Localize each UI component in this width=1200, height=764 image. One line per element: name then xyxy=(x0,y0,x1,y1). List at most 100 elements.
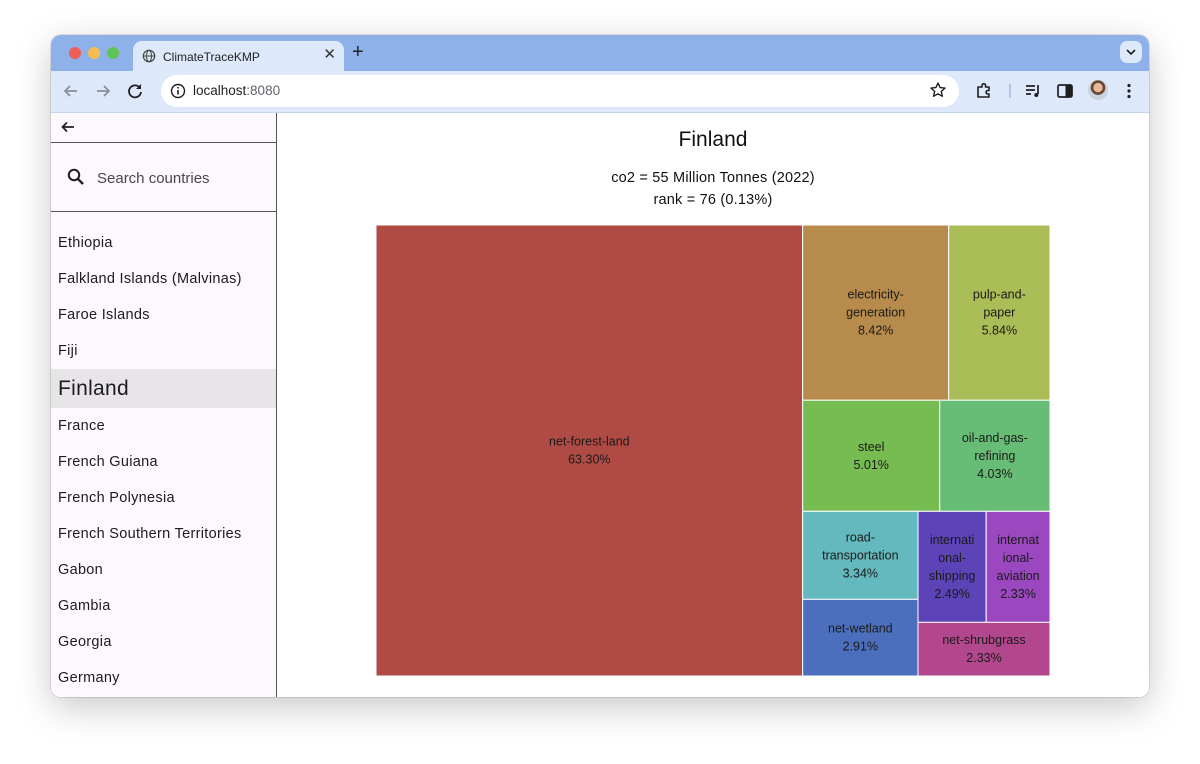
treemap-label-line: shipping xyxy=(929,569,976,583)
treemap-value-label: 5.01% xyxy=(853,458,888,472)
treemap-label: net-wetland 2.91% xyxy=(828,622,893,654)
tab-strip: ClimateTraceKMP ✕ + xyxy=(51,35,1149,71)
treemap-value-label: 8.42% xyxy=(858,324,893,338)
new-tab-button[interactable]: + xyxy=(352,41,364,63)
treemap-label-line: electricity- xyxy=(848,288,904,302)
treemap-label-line: refining xyxy=(974,449,1015,463)
country-item[interactable]: French Southern Territories xyxy=(58,526,242,542)
treemap-label-line: road- xyxy=(846,530,875,544)
reload-icon[interactable] xyxy=(124,80,146,102)
treemap-rect xyxy=(376,225,804,676)
page-title: Finland xyxy=(678,128,748,151)
maximize-window-button[interactable] xyxy=(107,47,119,59)
emissions-treemap: net-forest-land 63.30% electricity-generat… xyxy=(376,225,1050,676)
treemap-label: internati onal-shipping 2.49% xyxy=(929,533,976,601)
country-list: Ethiopia Falkland Islands (Malvinas) Faroe… xyxy=(51,225,276,696)
treemap-label-line: internati xyxy=(930,533,974,547)
treemap-label: internat ional-aviation 2.33% xyxy=(997,533,1040,601)
site-info-icon[interactable] xyxy=(170,83,186,99)
treemap-cell[interactable]: internati onal-shipping 2.49% xyxy=(917,510,987,623)
treemap-value-label: 4.03% xyxy=(977,467,1012,481)
country-item[interactable]: Georgia xyxy=(58,634,112,650)
treemap-rect xyxy=(917,621,1050,676)
back-arrow-icon[interactable] xyxy=(60,80,82,102)
treemap-label: net-forest-land 63.30% xyxy=(549,435,630,467)
treemap-cell[interactable]: road-transportation 3.34% xyxy=(802,510,919,600)
treemap-label-line: oil-and-gas- xyxy=(962,431,1028,445)
toolbar-divider xyxy=(1009,84,1011,98)
side-panel-icon[interactable] xyxy=(1055,81,1075,101)
treemap-cell[interactable]: net-shrubgrass 2.33% xyxy=(917,621,1050,676)
url-port: :8080 xyxy=(246,83,281,98)
media-controls-icon[interactable] xyxy=(1023,81,1043,101)
country-item[interactable]: Faroe Islands xyxy=(58,307,150,323)
globe-icon xyxy=(142,49,156,63)
treemap-value-label: 3.34% xyxy=(843,566,878,580)
browser-window: ClimateTraceKMP ✕ + xyxy=(51,35,1149,697)
treemap-rect xyxy=(939,399,1050,512)
browser-tab[interactable]: ClimateTraceKMP ✕ xyxy=(133,41,344,71)
back-arrow-icon[interactable] xyxy=(60,119,76,135)
country-item[interactable]: Gambia xyxy=(58,598,111,614)
close-window-button[interactable] xyxy=(69,47,81,59)
treemap-label: pulp-and-paper 5.84% xyxy=(973,288,1026,338)
treemap-value-label: 2.91% xyxy=(843,640,878,654)
treemap-label-line: pulp-and- xyxy=(973,288,1026,302)
treemap-label-line: generation xyxy=(846,306,905,320)
treemap-label-line: paper xyxy=(983,306,1015,320)
treemap-rect xyxy=(802,399,941,512)
country-item[interactable]: French Guiana xyxy=(58,454,158,470)
country-item[interactable]: France xyxy=(58,418,105,434)
treemap-rect xyxy=(802,510,919,600)
country-item[interactable]: Ethiopia xyxy=(58,235,113,251)
treemap-rect xyxy=(802,225,950,401)
country-item[interactable]: Gabon xyxy=(58,562,104,578)
treemap-cell[interactable]: steel 5.01% xyxy=(802,399,941,512)
treemap-cell[interactable]: net-forest-land 63.30% xyxy=(376,225,804,676)
treemap-rect xyxy=(802,598,919,676)
bookmark-star-icon[interactable] xyxy=(929,81,947,99)
tab-search-button[interactable] xyxy=(1120,41,1142,63)
forward-arrow-icon[interactable] xyxy=(92,80,114,102)
treemap-label-line: net-forest-land xyxy=(549,435,630,449)
treemap-value-label: 2.33% xyxy=(966,651,1001,665)
treemap-cell[interactable]: oil-and-gas-refining 4.03% xyxy=(939,399,1050,512)
close-tab-icon[interactable]: ✕ xyxy=(323,46,336,63)
treemap-label-line: ional- xyxy=(1003,551,1034,565)
tab-title: ClimateTraceKMP xyxy=(163,50,260,64)
minimize-window-button[interactable] xyxy=(88,47,100,59)
chevron-down-icon xyxy=(1126,49,1136,56)
treemap-value-label: 63.30% xyxy=(568,453,610,467)
treemap-value-label: 5.84% xyxy=(982,324,1017,338)
treemap-value-label: 2.49% xyxy=(934,587,969,601)
address-bar[interactable]: localhost:8080 xyxy=(161,75,959,107)
treemap-label-line: internat xyxy=(997,533,1039,547)
treemap-label: oil-and-gas-refining 4.03% xyxy=(962,431,1028,481)
treemap-cell[interactable]: internat ional-aviation 2.33% xyxy=(985,510,1050,623)
treemap-rect xyxy=(948,225,1050,401)
country-item[interactable]: Germany xyxy=(58,670,120,686)
treemap-cell[interactable]: pulp-and-paper 5.84% xyxy=(948,225,1050,401)
profile-avatar[interactable] xyxy=(1088,80,1108,100)
search-input[interactable] xyxy=(95,165,269,191)
app-content: Ethiopia Falkland Islands (Malvinas) Faroe… xyxy=(51,113,1149,697)
treemap-label-line: net-shrubgrass xyxy=(942,633,1025,647)
url-text: localhost:8080 xyxy=(193,83,280,98)
country-item-selected[interactable]: Finland xyxy=(51,369,276,408)
treemap-rect xyxy=(985,510,1050,623)
country-item[interactable]: Falkland Islands (Malvinas) xyxy=(58,271,242,287)
treemap-label-line: onal- xyxy=(938,551,966,565)
country-item[interactable]: Fiji xyxy=(58,343,78,359)
rank-text: rank = 76 (0.13%) xyxy=(653,192,773,208)
country-item[interactable]: French Polynesia xyxy=(58,490,175,506)
treemap-cell[interactable]: electricity-generation 8.42% xyxy=(802,225,950,401)
treemap-value-label: 2.33% xyxy=(1000,587,1035,601)
treemap-label: electricity-generation 8.42% xyxy=(846,288,905,338)
treemap-label: road-transportation 3.34% xyxy=(822,530,898,580)
treemap-label-line: aviation xyxy=(997,569,1040,583)
more-menu-icon[interactable] xyxy=(1119,81,1139,101)
treemap-cell[interactable]: net-wetland 2.91% xyxy=(802,598,919,676)
back-row xyxy=(51,113,276,143)
extensions-icon[interactable] xyxy=(974,81,994,101)
browser-toolbar: localhost:8080 xyxy=(51,71,1149,113)
